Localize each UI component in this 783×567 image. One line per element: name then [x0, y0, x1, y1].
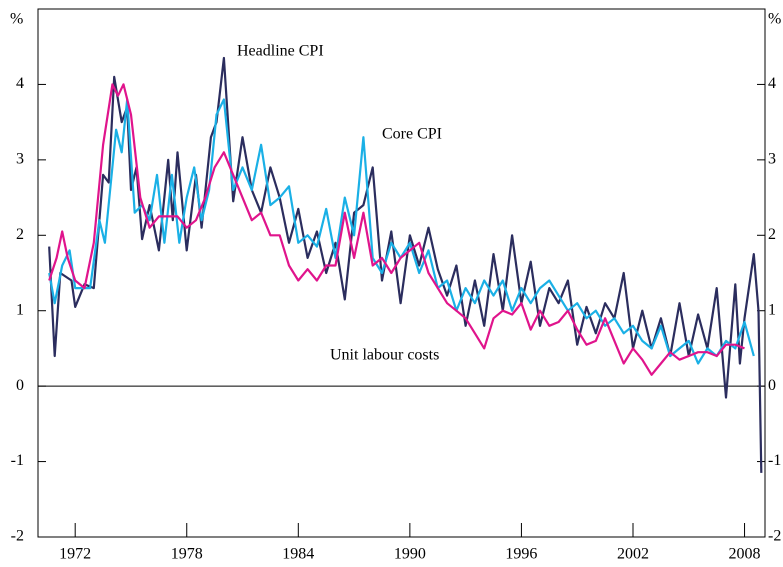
series-label: Core CPI [382, 126, 442, 143]
x-tick-label: 2002 [617, 546, 649, 563]
y-tick-label: -1 [11, 452, 24, 469]
series-line [48, 56, 763, 473]
y-tick-label-right: -1 [768, 452, 781, 469]
x-tick-label: 2008 [729, 546, 761, 563]
x-tick-label: 1996 [505, 546, 537, 563]
x-tick-label: 1990 [394, 546, 426, 563]
plot-frame [37, 8, 766, 538]
y-tick-label: 1 [16, 301, 24, 318]
series-label: Unit labour costs [330, 347, 439, 364]
y-tick-label: 0 [16, 377, 24, 394]
x-tick-label: 1978 [171, 546, 203, 563]
y-tick-label-right: 1 [768, 301, 776, 318]
y-tick-label-right: 2 [768, 226, 776, 243]
y-tick-label-right: 3 [768, 151, 776, 168]
x-tick-label: 1972 [59, 546, 91, 563]
y-tick-label: -2 [11, 528, 24, 545]
y-tick-label: 3 [16, 151, 24, 168]
y-tick-label-right: -2 [768, 528, 781, 545]
y-tick-label: 4 [16, 75, 24, 92]
y-tick-label-right: 4 [768, 75, 776, 92]
x-tick-label: 1984 [282, 546, 314, 563]
series-line [48, 83, 745, 376]
series-label: Headline CPI [237, 43, 324, 60]
y-tick-label: 2 [16, 226, 24, 243]
y-unit-left: % [10, 11, 23, 28]
y-tick-label-right: 0 [768, 377, 776, 394]
y-unit-right: % [768, 11, 781, 28]
series-line [48, 98, 755, 365]
